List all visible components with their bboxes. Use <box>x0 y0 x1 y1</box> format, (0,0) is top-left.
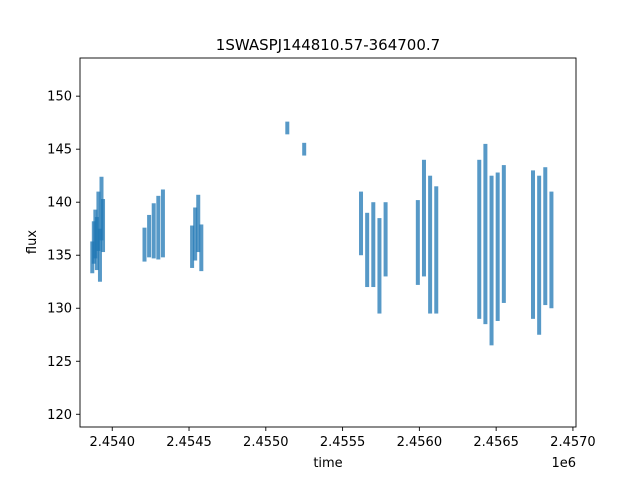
data-points <box>90 121 554 346</box>
data-point <box>156 195 161 260</box>
x-tick-label: 2.4555 <box>320 435 366 450</box>
data-point <box>543 167 548 306</box>
y-tick-label: 140 <box>47 196 72 211</box>
data-point <box>190 225 195 268</box>
data-point <box>199 224 204 272</box>
data-point <box>383 202 388 277</box>
y-tick-label: 130 <box>47 302 72 317</box>
data-point <box>483 143 488 325</box>
x-axis-label: time <box>313 456 342 471</box>
data-point <box>97 228 102 282</box>
data-point <box>501 165 506 303</box>
x-axis-offset-label: 1e6 <box>551 456 576 471</box>
data-point <box>142 227 147 262</box>
x-tick-label: 2.4565 <box>473 435 519 450</box>
y-tick-label: 135 <box>47 249 72 264</box>
data-point <box>147 214 152 258</box>
data-point <box>371 202 376 288</box>
data-point <box>196 194 201 253</box>
data-point <box>377 218 382 314</box>
data-point <box>359 191 364 256</box>
data-point <box>415 200 420 285</box>
y-tick-label: 125 <box>47 355 72 370</box>
x-tick-label: 2.4540 <box>89 435 135 450</box>
data-point <box>549 191 554 309</box>
y-tick-label: 150 <box>47 90 72 105</box>
data-point <box>495 172 500 321</box>
plot-frame <box>79 57 577 428</box>
data-point <box>101 199 106 253</box>
data-point <box>160 189 165 258</box>
y-tick-label: 120 <box>47 408 72 423</box>
data-point <box>96 191 101 251</box>
data-point <box>428 175 433 314</box>
data-point <box>285 121 290 135</box>
data-point <box>302 142 307 156</box>
data-point <box>489 175 494 346</box>
y-axis-ticks: 120 125 130 135 140 145 150 <box>47 90 80 423</box>
data-point <box>531 170 536 319</box>
x-tick-label: 2.4570 <box>550 435 596 450</box>
y-axis-label: flux <box>25 230 40 254</box>
data-point <box>477 159 482 319</box>
data-point <box>365 212 370 288</box>
data-point <box>151 203 156 259</box>
x-tick-label: 2.4545 <box>166 435 212 450</box>
data-point <box>434 186 439 314</box>
data-point <box>193 207 198 261</box>
data-point <box>537 175 542 335</box>
data-point <box>421 159 426 277</box>
x-axis-ticks: 2.4540 2.4545 2.4550 2.4555 2.4560 2.4565 2.45… <box>89 427 596 450</box>
x-tick-label: 2.4560 <box>397 435 443 450</box>
chart-title: 1SWASPJ144810.57-364700.7 <box>216 36 440 54</box>
x-tick-label: 2.4550 <box>243 435 289 450</box>
y-tick-label: 145 <box>47 143 72 158</box>
